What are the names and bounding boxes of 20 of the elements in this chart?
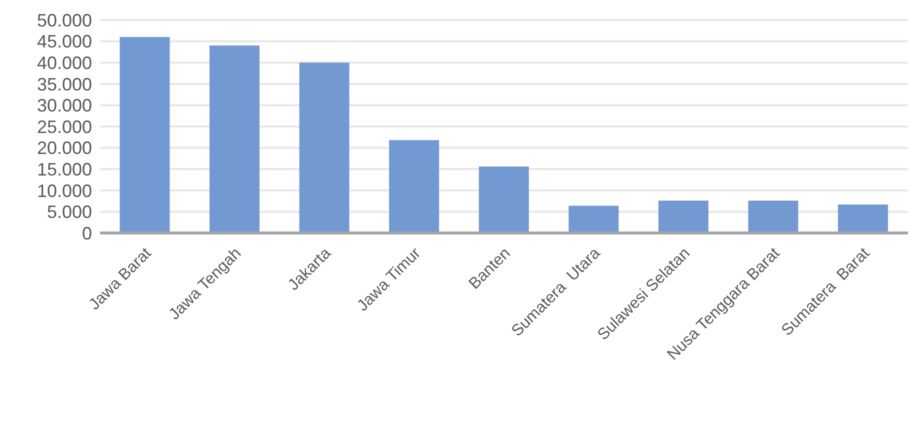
bar [389, 140, 440, 233]
y-tick-label: 10.000 [36, 180, 92, 201]
y-tick-label: 40.000 [36, 52, 92, 73]
bar [299, 62, 350, 233]
bar [748, 200, 798, 233]
y-tick-label: 15.000 [36, 159, 92, 180]
bar [478, 166, 529, 233]
bar [210, 46, 260, 233]
y-tick-label: 5.000 [46, 202, 92, 222]
y-tick-label: 50.000 [36, 10, 92, 30]
bar [120, 37, 170, 233]
y-tick-label: 20.000 [36, 138, 92, 158]
y-tick-label: 25.000 [36, 116, 92, 137]
y-tick-label: 45.000 [36, 32, 92, 52]
bar [658, 200, 708, 233]
bar [838, 204, 888, 233]
y-tick-label: 0 [82, 223, 92, 244]
y-tick-label: 30.000 [36, 96, 92, 116]
bar [568, 206, 619, 233]
y-tick-label: 35.000 [36, 74, 92, 94]
